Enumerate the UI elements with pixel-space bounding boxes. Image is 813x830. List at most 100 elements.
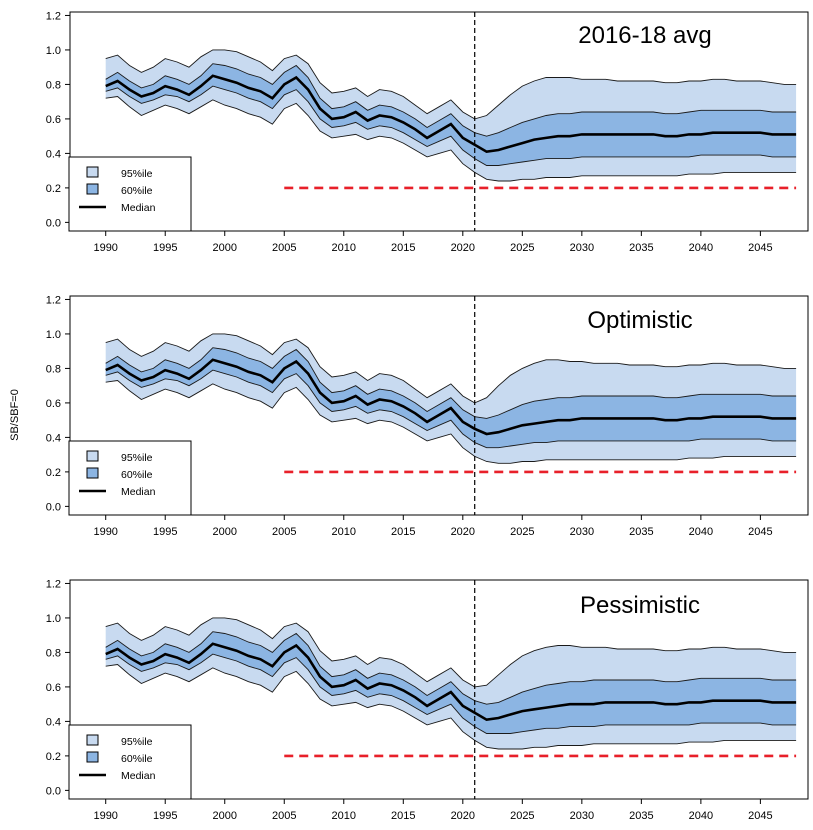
x-tick-label: 2040 xyxy=(689,242,713,254)
x-tick-label: 2045 xyxy=(748,242,772,254)
y-tick-label: 0.4 xyxy=(46,432,61,444)
band-60-fill xyxy=(105,63,797,166)
x-tick-label: 2015 xyxy=(391,242,415,254)
x-tick-label: 2035 xyxy=(629,810,653,822)
x-tick-label: 2005 xyxy=(272,242,296,254)
x-tick-label: 2025 xyxy=(510,810,534,822)
panels-group: 1990 1995 2000 2005 2010 2015 2020 2025 2030 2035… xyxy=(46,10,809,822)
x-tick-label: 2040 xyxy=(689,526,713,538)
y-tick-label: 0.4 xyxy=(46,148,61,160)
legend: 95%ile 60%ile Median xyxy=(68,440,192,516)
legend-label: Median xyxy=(121,486,156,498)
y-tick-label: 0.8 xyxy=(46,79,61,91)
legend-swatch xyxy=(86,450,99,462)
band-60-fill xyxy=(105,631,797,734)
x-tick-label: 2025 xyxy=(510,526,534,538)
legend-label: 60%ile xyxy=(121,185,153,197)
y-tick-label: 1.0 xyxy=(46,613,61,625)
legend-label: 95%ile xyxy=(121,168,153,180)
legend-swatch xyxy=(86,751,99,763)
y-tick-label: 0.8 xyxy=(46,647,61,659)
legend-label: Median xyxy=(121,202,156,214)
legend-label: 60%ile xyxy=(121,753,153,765)
series-line-95-ile-lower xyxy=(105,96,797,182)
legend-swatch xyxy=(86,183,99,195)
legend-label: Median xyxy=(121,770,156,782)
legend-swatch xyxy=(86,734,99,746)
legend: 95%ile 60%ile Median xyxy=(68,156,192,232)
legend-label: 95%ile xyxy=(121,452,153,464)
x-tick-label: 1990 xyxy=(93,242,117,254)
panel-title: Optimistic xyxy=(587,307,692,334)
y-tick-label: 1.0 xyxy=(46,45,61,57)
x-tick-label: 2025 xyxy=(510,242,534,254)
plot-frame xyxy=(69,579,809,800)
y-tick-label: 0.2 xyxy=(46,467,61,479)
x-tick-label: 2010 xyxy=(332,526,356,538)
y-tick-label: 0.2 xyxy=(46,183,61,195)
x-tick-label: 1990 xyxy=(93,810,117,822)
series-line-95-ile-upper xyxy=(105,617,797,688)
x-tick-label: 2040 xyxy=(689,810,713,822)
legend: 95%ile 60%ile Median xyxy=(68,724,192,800)
y-tick-label: 0.6 xyxy=(46,682,61,694)
y-tick-label: 0.0 xyxy=(46,501,61,513)
median-line xyxy=(105,358,797,436)
chart-panel-3: 1990 1995 2000 2005 2010 2015 2020 2025 2030 2035… xyxy=(46,578,809,822)
series-line-95-ile-upper xyxy=(105,333,797,404)
x-tick-label: 2010 xyxy=(332,242,356,254)
panel-title: 2016-18 avg xyxy=(578,22,711,49)
x-tick-label: 2030 xyxy=(570,242,594,254)
x-tick-label: 1995 xyxy=(153,242,177,254)
y-tick-label: 0.2 xyxy=(46,751,61,763)
x-tick-label: 1990 xyxy=(93,526,117,538)
x-tick-label: 2000 xyxy=(212,526,236,538)
y-tick-label: 0.6 xyxy=(46,398,61,410)
x-tick-label: 2030 xyxy=(570,526,594,538)
y-tick-label: 0.0 xyxy=(46,785,61,797)
series-line-60-ile-lower xyxy=(105,369,797,449)
x-tick-label: 2005 xyxy=(272,526,296,538)
y-tick-label: 0.6 xyxy=(46,114,61,126)
series-line-60-ile-upper xyxy=(105,347,797,419)
plot-frame xyxy=(69,11,809,232)
series-line-60-ile-upper xyxy=(105,63,797,137)
x-tick-label: 2005 xyxy=(272,810,296,822)
median-line xyxy=(105,74,797,154)
x-tick-label: 2010 xyxy=(332,810,356,822)
x-tick-label: 2045 xyxy=(748,526,772,538)
y-axis-label: SB/SBF=0 xyxy=(9,389,21,441)
x-tick-label: 2015 xyxy=(391,810,415,822)
panel-title: Pessimistic xyxy=(580,592,700,619)
legend-swatch xyxy=(86,166,99,178)
x-tick-label: 2035 xyxy=(629,242,653,254)
x-tick-label: 2000 xyxy=(212,242,236,254)
y-tick-label: 0.8 xyxy=(46,363,61,375)
series-line-60-ile-lower xyxy=(105,653,797,734)
legend-label: 95%ile xyxy=(121,736,153,748)
x-tick-label: 2020 xyxy=(451,526,475,538)
chart-panel-1: 1990 1995 2000 2005 2010 2015 2020 2025 2030 2035… xyxy=(46,10,809,254)
median-line xyxy=(105,642,797,722)
series-line-95-ile-upper xyxy=(105,49,797,120)
legend-label: 60%ile xyxy=(121,469,153,481)
x-tick-label: 2020 xyxy=(451,242,475,254)
legend-swatch xyxy=(86,467,99,479)
y-tick-label: 1.2 xyxy=(46,294,61,306)
y-tick-label: 1.0 xyxy=(46,329,61,341)
x-tick-label: 1995 xyxy=(153,526,177,538)
y-tick-label: 0.4 xyxy=(46,716,61,728)
y-tick-label: 0.0 xyxy=(46,217,61,229)
series-line-95-ile-lower xyxy=(105,380,797,464)
y-tick-label: 1.2 xyxy=(46,578,61,590)
x-tick-label: 2020 xyxy=(451,810,475,822)
x-tick-label: 1995 xyxy=(153,810,177,822)
chart-panel-2: 1990 1995 2000 2005 2010 2015 2020 2025 2030 2035… xyxy=(46,294,809,538)
series-line-95-ile-lower xyxy=(105,664,797,750)
series-line-60-ile-lower xyxy=(105,85,797,166)
x-tick-label: 2030 xyxy=(570,810,594,822)
y-tick-label: 1.2 xyxy=(46,10,61,22)
series-line-60-ile-upper xyxy=(105,631,797,705)
x-tick-label: 2015 xyxy=(391,526,415,538)
